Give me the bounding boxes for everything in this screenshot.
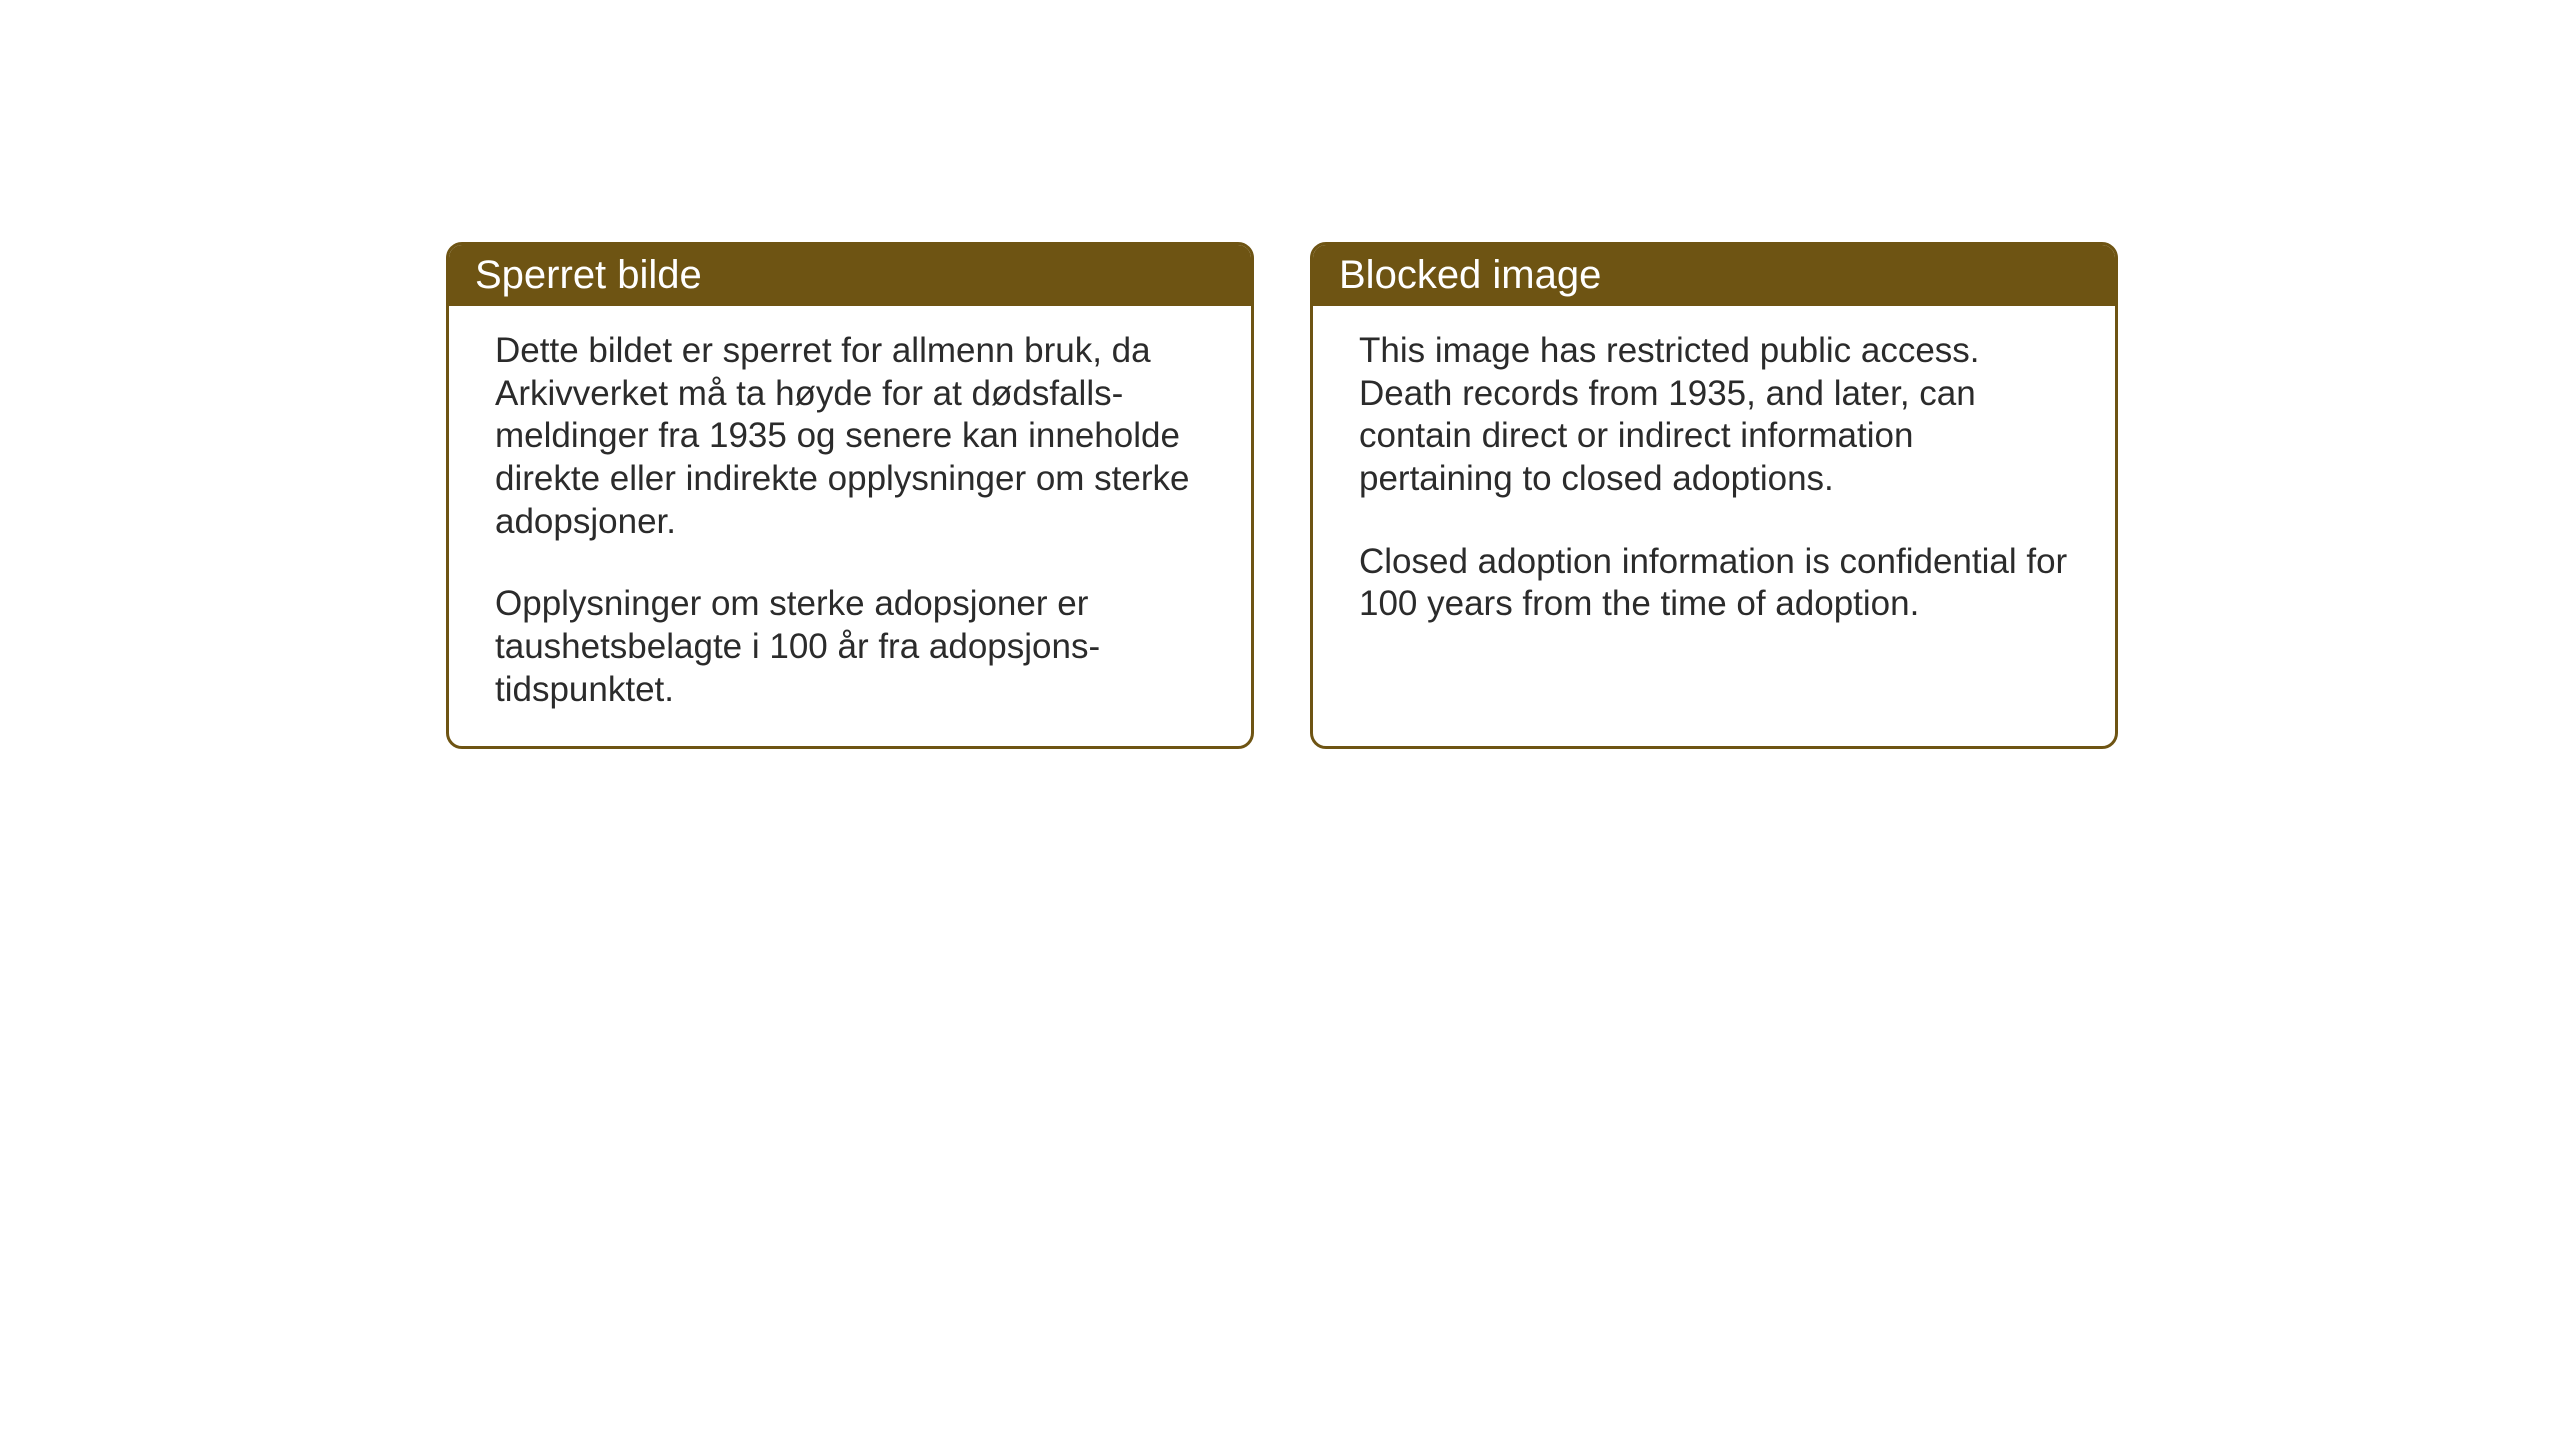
norwegian-paragraph-1: Dette bildet er sperret for allmenn bruk… xyxy=(495,330,1205,543)
english-card-body: This image has restricted public access.… xyxy=(1313,306,2115,746)
english-paragraph-2: Closed adoption information is confident… xyxy=(1359,541,2069,626)
info-cards-container: Sperret bilde Dette bildet er sperret fo… xyxy=(446,242,2118,749)
english-info-card: Blocked image This image has restricted … xyxy=(1310,242,2118,749)
english-card-title: Blocked image xyxy=(1313,245,2115,306)
english-paragraph-1: This image has restricted public access.… xyxy=(1359,330,2069,501)
norwegian-card-title: Sperret bilde xyxy=(449,245,1251,306)
norwegian-info-card: Sperret bilde Dette bildet er sperret fo… xyxy=(446,242,1254,749)
norwegian-card-body: Dette bildet er sperret for allmenn bruk… xyxy=(449,306,1251,746)
norwegian-paragraph-2: Opplysninger om sterke adopsjoner er tau… xyxy=(495,583,1205,711)
